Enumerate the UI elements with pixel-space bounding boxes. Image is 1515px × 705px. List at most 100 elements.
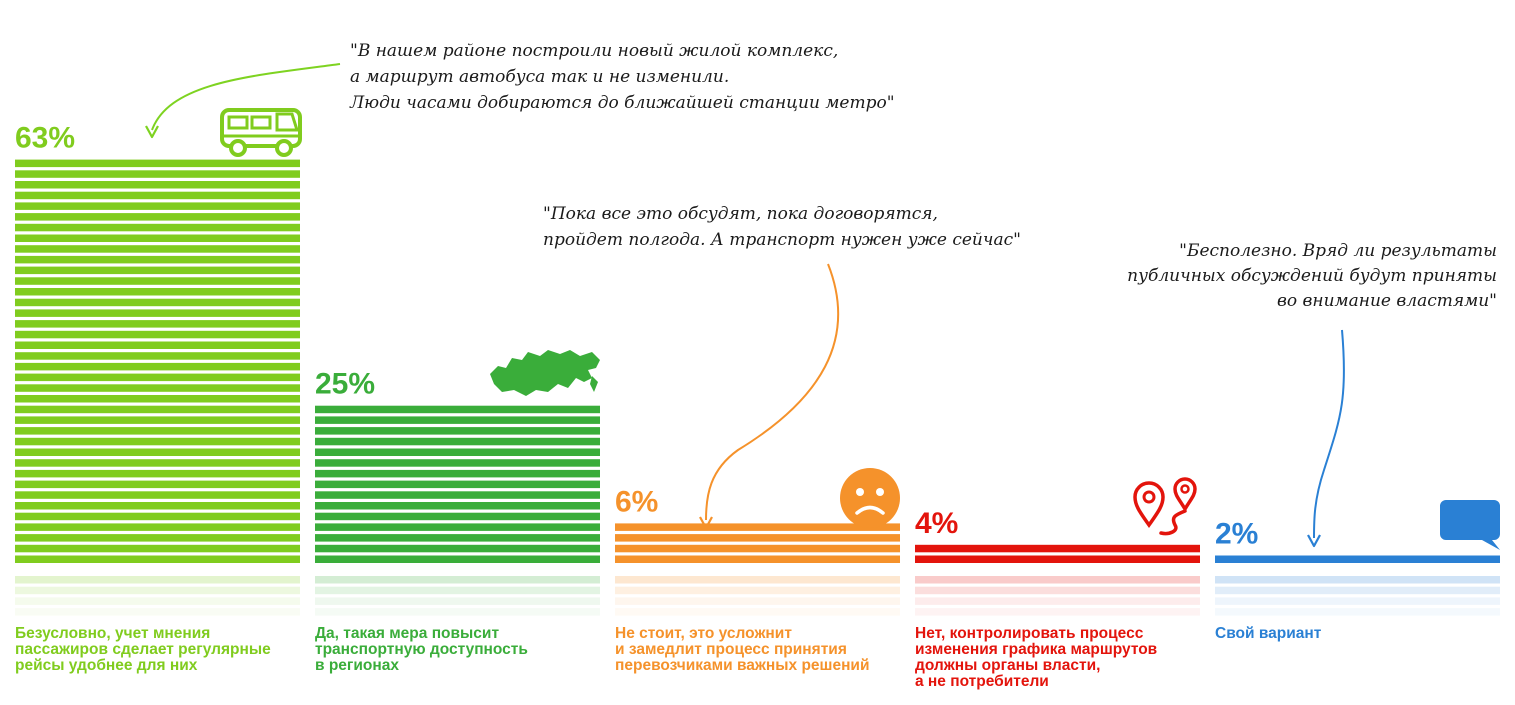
bar-stripe [15,330,300,339]
bar-stripe [15,288,300,296]
bar-stripe [15,159,300,168]
bar-stripe [15,512,300,521]
bar-shadow-stripe [1215,608,1500,616]
category-label-line: рейсы удобнее для них [15,657,198,674]
bar-stripe [315,512,600,521]
sad-face-icon [840,468,900,528]
quote-line: Люди часами добираются до ближайшей стан… [349,93,895,113]
bar-stripe [15,341,300,349]
bar-stripe [15,416,300,424]
bar-stripe [315,437,600,446]
quote-q1: "В нашем районе построили новый жилой ко… [349,41,895,113]
bar-shadow-stripe [615,608,900,616]
bar-stripe [315,523,600,531]
bar-stripe [315,405,600,414]
bar-stripe [315,416,600,424]
bar-shadow-stripe [915,608,1200,616]
category-label-line: Не стоит, это усложнит [615,625,792,642]
bar-stripe [15,405,300,414]
bar-stripe [615,555,900,563]
bar-stripe [615,523,900,531]
quote-line: а маршрут автобуса так и не изменили. [350,67,729,87]
category-label-line: изменения графика маршрутов [915,641,1157,658]
bar-stripe [15,320,300,328]
bar-stripe [915,544,1200,553]
bar-stripe [15,395,300,403]
bar-stripe [315,448,600,456]
bar-stripe [15,502,300,510]
quote-line: публичных обсуждений будут приняты [1127,266,1497,286]
value-label: 2% [1215,518,1258,551]
bar-shadow-stripe [315,608,600,616]
quote-arrow-q1 [145,63,341,139]
bar-shadow-stripe [15,608,300,616]
bar-stripe [15,223,300,232]
bar-stripe [615,544,900,553]
bar-stripe [15,427,300,435]
bar-stripe [15,255,300,264]
bar-shadow-stripe [615,597,900,605]
bar-stripe [315,459,600,467]
bar-stripe [15,213,300,221]
category-label-line: Да, такая мера повысит [315,625,499,642]
bar-shadow-stripe [315,586,600,595]
bar-stripe [15,234,300,242]
category-label-line: Нет, контролировать процесс [915,625,1144,642]
bar-stripe [15,373,300,382]
quote-line: "В нашем районе построили новый жилой ко… [350,41,838,61]
bar-stripe [15,555,300,563]
bus-icon [220,108,302,157]
bar-stripe [915,555,1200,563]
bar-stripe [15,298,300,307]
bar-stripe [15,480,300,489]
bar-stripe [15,469,300,478]
quote-q3: "Бесполезно. Вряд ли результаты публичных… [1127,241,1497,311]
bar-shadow-stripe [615,576,900,584]
category-label-line: пассажиров сделает регулярные [15,641,271,658]
bar-stripe [15,534,300,542]
value-label: 25% [315,368,375,401]
bar-stripe [15,309,300,317]
bar-stripe [315,427,600,435]
bar-stripe [15,277,300,285]
bar-shadow-stripe [15,586,300,595]
quote-line: во внимание властями" [1277,291,1497,311]
value-label: 4% [915,507,958,540]
value-label: 6% [615,485,658,518]
bar-stripe [315,534,600,542]
bar-stripe [15,491,300,499]
route-pins-icon [1133,477,1197,536]
bar-stripe [15,170,300,178]
bar-shadow-stripe [315,597,600,605]
bar-stripe [15,448,300,456]
category-label-line: транспортную доступность [315,641,528,658]
quote-arrow-q3 [1307,329,1345,548]
category-label-line: Свой вариант [1215,625,1322,642]
category-label-line: в регионах [315,657,399,674]
bar-stripe [615,534,900,542]
bar-stripe [15,266,300,275]
quote-line: "Бесполезно. Вряд ли результаты [1179,241,1497,261]
bar-shadow-stripe [315,576,600,584]
bar-stripe [15,181,300,189]
bar-stripe [15,459,300,467]
bar-stripe [1215,555,1500,563]
bar-shadow-stripe [915,586,1200,595]
quote-line: "Пока все это обсудят, пока договорятся, [543,204,938,224]
bar-stripe [315,555,600,563]
category-label-line: Безусловно, учет мнения [15,625,210,642]
bar-stripe [15,245,300,253]
bar-shadow-stripe [615,586,900,595]
bar-shadow-stripe [15,576,300,584]
column-e: 2% Свой вариант [1215,500,1500,642]
bar-shadow-stripe [915,576,1200,584]
bar-shadow-stripe [1215,576,1500,584]
bar-shadow-stripe [915,597,1200,605]
category-label-line: должны органы власти, [915,657,1100,674]
russia-map-icon [490,350,600,396]
